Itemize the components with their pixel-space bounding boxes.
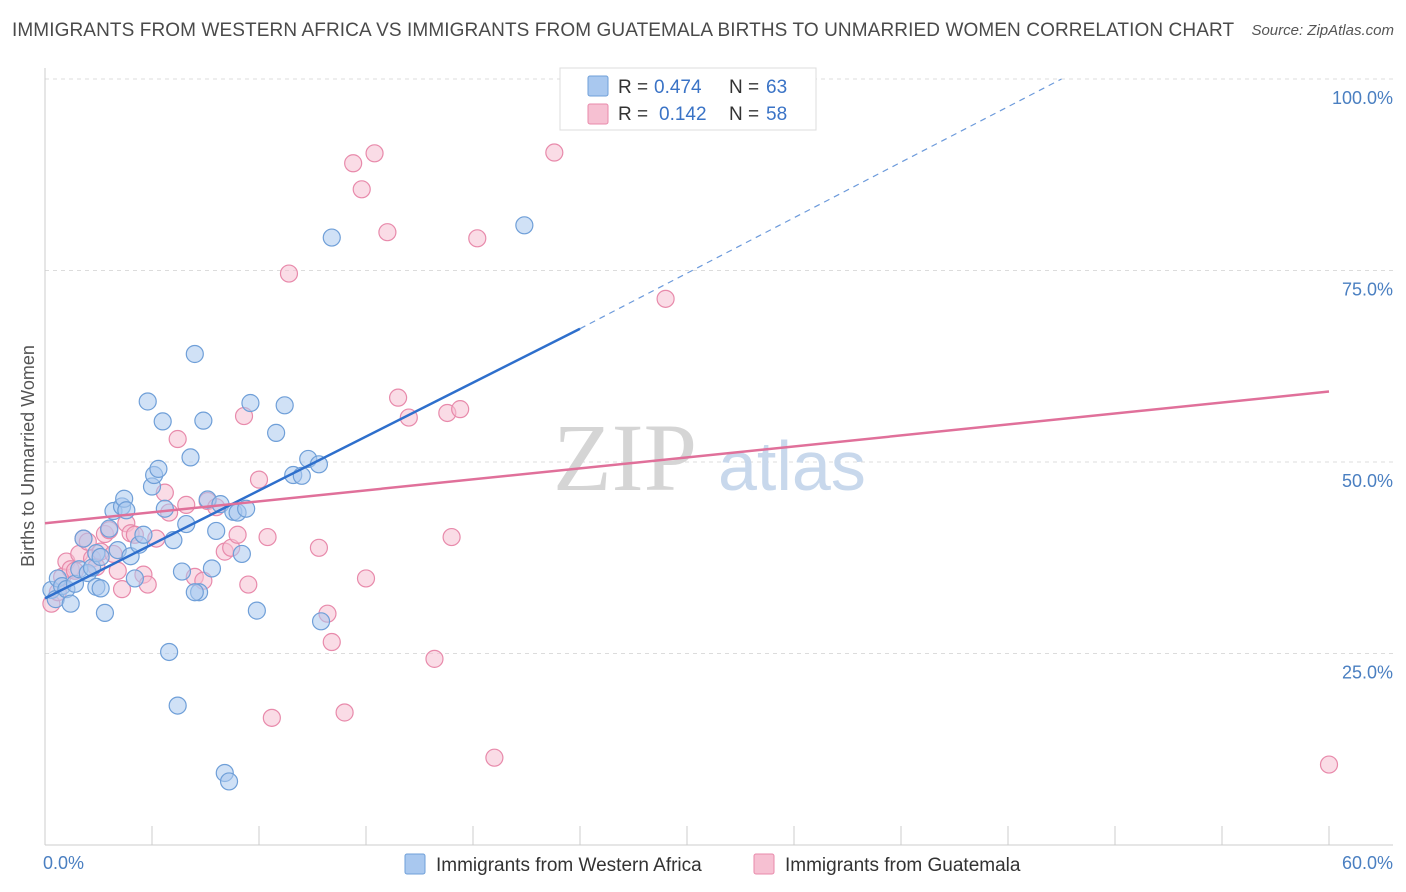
chart-title: IMMIGRANTS FROM WESTERN AFRICA VS IMMIGR… [12, 20, 1235, 41]
western-africa-point-51 [241, 393, 260, 413]
guatemala-point-36 [249, 470, 269, 489]
legend-swatch-western-africa [587, 75, 609, 97]
western-africa-point-54 [275, 396, 294, 415]
watermark-zip: ZIP [553, 404, 697, 511]
guatemala-point-59 [1319, 755, 1339, 774]
western-africa-point-12 [91, 547, 110, 567]
western-africa-point-31 [155, 499, 174, 518]
western-africa-point-59 [311, 612, 331, 631]
y-tick-label-50: 50.0% [1342, 471, 1393, 491]
western-africa-point-37 [181, 448, 200, 467]
western-africa-point-23 [125, 569, 144, 588]
guatemala-point-48 [378, 223, 397, 242]
guatemala-point-43 [335, 703, 354, 722]
guatemala-point-57 [545, 143, 564, 162]
western-africa-points [42, 216, 534, 791]
western-africa-point-30 [153, 412, 172, 431]
western-africa-point-49 [232, 544, 251, 564]
legend-n-value-2: 58 [766, 104, 787, 125]
axes [44, 68, 1393, 846]
guatemala-point-25 [168, 429, 187, 449]
guatemala-point-49 [389, 388, 408, 407]
western-africa-point-14 [91, 579, 110, 598]
western-africa-point-16 [100, 519, 119, 538]
guatemala-point-51 [425, 649, 444, 668]
western-africa-point-50 [237, 499, 256, 518]
legend: R = 0.474 N = 63 R = 0.142 N = 58 [559, 67, 817, 131]
trendline-guatemala [44, 390, 1330, 525]
guatemala-point-33 [228, 525, 247, 544]
western-africa-point-35 [172, 562, 192, 581]
x-tick-marks [151, 826, 1330, 845]
watermark: ZIP atlas [553, 404, 866, 511]
western-africa-point-29 [149, 459, 168, 478]
bottom-legend-label-western-africa: Immigrants from Western Africa [436, 855, 702, 876]
guatemala-point-39 [279, 264, 299, 283]
bottom-legend-label-guatemala: Immigrants from Guatemala [785, 855, 1021, 876]
x-tick-label-min: 0.0% [43, 853, 84, 873]
trendline-western-africa [44, 327, 581, 600]
legend-r-value-1: 0.474 [654, 77, 702, 98]
guatemala-point-55 [468, 229, 487, 248]
guatemala-point-45 [352, 180, 371, 199]
guatemala-point-44 [344, 154, 363, 173]
guatemala-point-16 [112, 580, 132, 599]
western-africa-point-40 [194, 411, 213, 430]
western-africa-point-61 [515, 216, 534, 235]
guatemala-point-38 [262, 708, 281, 727]
western-africa-point-26 [138, 392, 157, 411]
trend-lines [44, 78, 1330, 600]
western-africa-point-60 [322, 228, 341, 247]
western-africa-point-52 [247, 601, 266, 620]
trendline-western-africa-extension [579, 78, 1062, 330]
source-label: Source: ZipAtlas.com [1251, 22, 1394, 39]
watermark-atlas: atlas [718, 427, 866, 505]
legend-n-value-1: 63 [766, 77, 787, 98]
grid-lines [45, 78, 1393, 654]
western-africa-point-43 [207, 521, 226, 541]
legend-r-label-2: R = [618, 104, 648, 125]
guatemala-point-40 [309, 538, 329, 557]
guatemala-point-26 [177, 495, 196, 514]
bottom-legend: Immigrants from Western Africa Immigrant… [404, 853, 1021, 876]
y-tick-label-25: 25.0% [1342, 663, 1393, 683]
guatemala-point-42 [322, 632, 341, 652]
western-africa-point-32 [160, 642, 179, 662]
bottom-legend-swatch-western-africa [404, 853, 426, 875]
western-africa-point-42 [202, 559, 222, 578]
western-africa-point-25 [134, 525, 153, 544]
western-africa-point-46 [219, 772, 239, 791]
y-tick-labels: 25.0% 50.0% 75.0% 100.0% [1332, 88, 1393, 683]
western-africa-point-8 [74, 529, 93, 548]
western-africa-point-38 [185, 344, 204, 364]
guatemala-point-46 [356, 569, 376, 588]
western-africa-point-5 [61, 594, 80, 613]
legend-n-label-1: N = [729, 77, 759, 98]
guatemala-point-56 [485, 748, 504, 767]
bottom-legend-swatch-guatemala [753, 853, 775, 875]
legend-r-value-2: 0.142 [659, 104, 707, 125]
guatemala-point-35 [239, 575, 258, 594]
western-africa-point-15 [95, 603, 115, 623]
guatemala-point-37 [258, 527, 277, 547]
guatemala-point-47 [365, 144, 384, 163]
legend-n-label-2: N = [729, 104, 759, 125]
legend-r-label-1: R = [618, 77, 648, 98]
guatemala-point-58 [656, 289, 675, 308]
y-tick-label-100: 100.0% [1332, 88, 1393, 108]
legend-swatch-guatemala [587, 103, 609, 125]
guatemala-point-53 [442, 527, 461, 547]
western-africa-point-53 [267, 423, 286, 442]
y-tick-label-75: 75.0% [1342, 280, 1393, 300]
guatemala-point-54 [451, 400, 470, 419]
western-africa-point-62 [185, 583, 204, 602]
y-axis-label: Births to Unmarried Women [18, 345, 38, 567]
x-tick-label-max: 60.0% [1342, 853, 1393, 873]
western-africa-point-34 [168, 696, 187, 715]
